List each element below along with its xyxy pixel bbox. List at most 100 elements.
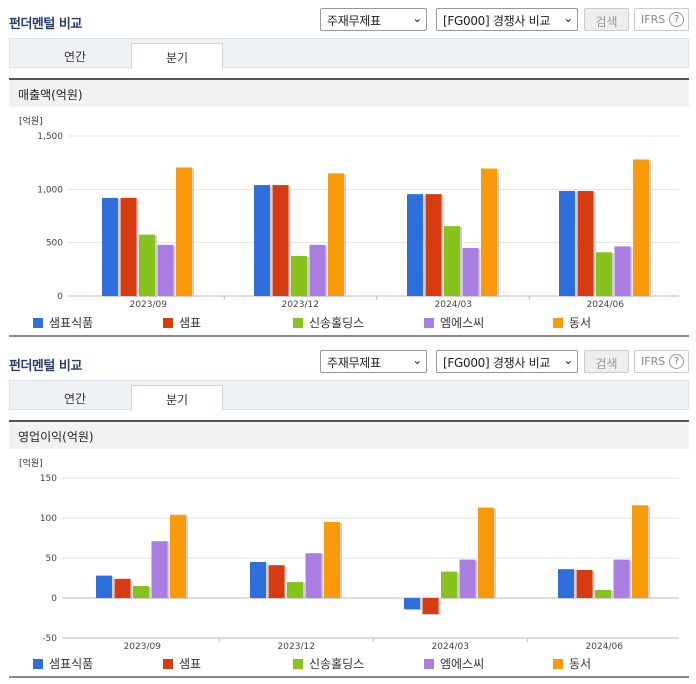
help-icon[interactable]: ?: [669, 354, 684, 369]
bar[interactable]: [425, 194, 442, 296]
legend-item[interactable]: 신송홀딩스: [293, 655, 364, 672]
legend-label: 동서: [569, 316, 592, 330]
bar[interactable]: [328, 173, 344, 296]
legend-swatch: [424, 659, 434, 669]
legend-item[interactable]: 동서: [553, 314, 591, 331]
divider: [9, 335, 689, 337]
fundamental-section-operating-profit: 펀더멘털 비교 주재무제표 ⌄ [FG000] 경쟁사 비교 ⌄ 검색 IFRS ?…: [0, 342, 696, 684]
period-tabs: 연간 분기: [9, 380, 689, 411]
bar[interactable]: [576, 570, 593, 598]
search-button[interactable]: 검색: [584, 350, 629, 373]
legend-label: 샘표식품: [49, 316, 94, 330]
bar[interactable]: [613, 559, 630, 598]
bar[interactable]: [305, 553, 322, 598]
bar[interactable]: [250, 562, 266, 598]
bar[interactable]: [268, 565, 285, 598]
legend-swatch: [163, 318, 173, 328]
statement-type-select[interactable]: 주재무제표 ⌄: [320, 8, 427, 31]
bar[interactable]: [96, 575, 112, 598]
bar[interactable]: [272, 185, 289, 296]
bar[interactable]: [157, 244, 174, 296]
bar[interactable]: [324, 522, 340, 598]
section-title: 펀더멘털 비교: [9, 359, 82, 374]
bar[interactable]: [478, 507, 494, 598]
chart-legend: 샘표식품 샘표 신송홀딩스 엠에스씨 동서: [0, 314, 696, 330]
legend-item[interactable]: 샘표식품: [33, 655, 93, 672]
bar[interactable]: [481, 168, 497, 296]
bar[interactable]: [595, 590, 611, 598]
legend-item[interactable]: 신송홀딩스: [293, 314, 364, 331]
ifrs-button[interactable]: IFRS ?: [634, 8, 689, 31]
bar[interactable]: [114, 578, 131, 598]
legend-item[interactable]: 샘표: [163, 314, 201, 331]
bar[interactable]: [254, 185, 270, 296]
bar[interactable]: [404, 598, 420, 610]
legend-item[interactable]: 엠에스씨: [424, 655, 484, 672]
bar[interactable]: [407, 194, 423, 296]
bar[interactable]: [139, 234, 155, 296]
section-header: 펀더멘털 비교 주재무제표 ⌄ [FG000] 경쟁사 비교 ⌄ 검색 IFRS ?: [0, 342, 696, 376]
bar[interactable]: [133, 586, 149, 598]
bar[interactable]: [462, 248, 479, 296]
bar[interactable]: [102, 197, 118, 296]
bar[interactable]: [170, 514, 186, 598]
tab-quarterly[interactable]: 분기: [131, 43, 223, 69]
bar[interactable]: [632, 505, 648, 598]
y-tick-label: -50: [42, 634, 57, 644]
legend-item[interactable]: 샘표: [163, 655, 201, 672]
x-tick-label: 2024/06: [586, 642, 624, 652]
legend-swatch: [424, 318, 434, 328]
peer-group-select[interactable]: [FG000] 경쟁사 비교 ⌄: [436, 350, 578, 373]
bar[interactable]: [441, 571, 457, 598]
tab-annual[interactable]: 연간: [63, 50, 87, 64]
x-tick-label: 2023/09: [124, 642, 162, 652]
legend-label: 샘표: [179, 657, 202, 671]
bar[interactable]: [120, 197, 137, 296]
y-tick-label: 1,000: [37, 185, 63, 195]
x-tick-label: 2024/03: [435, 300, 472, 310]
section-title: 펀더멘털 비교: [9, 17, 82, 32]
bar[interactable]: [633, 159, 649, 296]
legend-item[interactable]: 동서: [553, 655, 591, 672]
divider: [9, 676, 689, 678]
legend-swatch: [553, 659, 563, 669]
bar[interactable]: [577, 190, 594, 296]
bar[interactable]: [444, 226, 460, 296]
bar[interactable]: [287, 582, 303, 598]
bar[interactable]: [596, 252, 612, 296]
unit-label: [억원]: [19, 115, 43, 127]
bar[interactable]: [558, 569, 574, 598]
bar[interactable]: [422, 598, 439, 614]
bar[interactable]: [291, 256, 307, 296]
legend-item[interactable]: 샘표식품: [33, 314, 93, 331]
x-tick-label: 2023/12: [282, 300, 319, 310]
x-tick-label: 2024/06: [587, 300, 625, 310]
bar[interactable]: [309, 244, 326, 296]
legend-label: 엠에스씨: [440, 657, 485, 671]
help-icon[interactable]: ?: [669, 12, 684, 27]
bar[interactable]: [614, 246, 631, 296]
bar[interactable]: [176, 167, 192, 296]
statement-type-select[interactable]: 주재무제표 ⌄: [320, 350, 427, 373]
legend-swatch: [163, 659, 173, 669]
tab-quarterly[interactable]: 분기: [131, 385, 223, 411]
bar[interactable]: [151, 541, 168, 598]
sales-bar-chart: [억원] 0 500 1,000 1,500 2023/09 2023/12 2024/03 2…: [19, 115, 679, 310]
legend-item[interactable]: 엠에스씨: [424, 314, 484, 331]
tab-annual[interactable]: 연간: [63, 392, 87, 406]
chevron-down-icon: ⌄: [563, 353, 573, 367]
section-header: 펀더멘털 비교 주재무제표 ⌄ [FG000] 경쟁사 비교 ⌄ 검색 IFRS ?: [0, 0, 696, 34]
metric-title-bar: 매출액(억원): [9, 78, 689, 107]
legend-label: 샘표: [179, 316, 202, 330]
ifrs-button[interactable]: IFRS ?: [634, 350, 689, 373]
x-tick-label: 2023/12: [278, 642, 315, 652]
legend-swatch: [293, 659, 303, 669]
legend-swatch: [553, 318, 563, 328]
search-button[interactable]: 검색: [584, 8, 629, 31]
bar[interactable]: [459, 559, 476, 598]
legend-label: 샘표식품: [49, 657, 94, 671]
bar[interactable]: [559, 190, 575, 296]
operating-profit-bar-chart: [억원] -50 0 50 100 150 2023/09 2023/12 2024/03 202…: [19, 457, 679, 652]
x-tick-label: 2023/09: [130, 300, 168, 310]
peer-group-select[interactable]: [FG000] 경쟁사 비교 ⌄: [436, 8, 578, 31]
